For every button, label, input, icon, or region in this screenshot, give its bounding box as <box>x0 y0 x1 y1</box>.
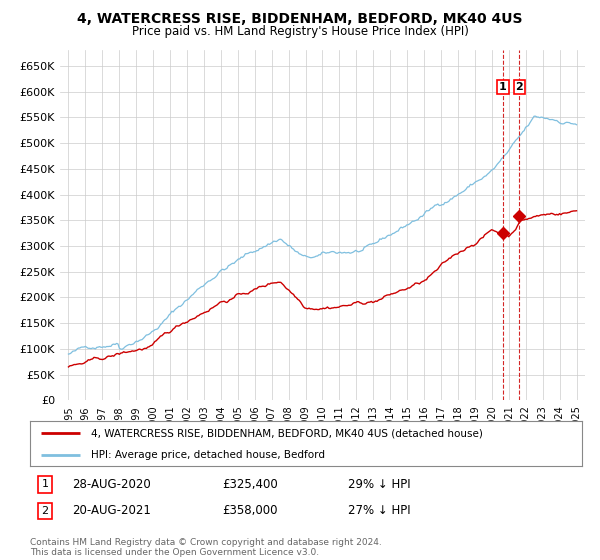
Text: £325,400: £325,400 <box>222 478 278 491</box>
Text: 4, WATERCRESS RISE, BIDDENHAM, BEDFORD, MK40 4US: 4, WATERCRESS RISE, BIDDENHAM, BEDFORD, … <box>77 12 523 26</box>
Text: 2: 2 <box>515 82 523 92</box>
Text: 1: 1 <box>499 82 507 92</box>
Text: 28-AUG-2020: 28-AUG-2020 <box>72 478 151 491</box>
Text: Contains HM Land Registry data © Crown copyright and database right 2024.
This d: Contains HM Land Registry data © Crown c… <box>30 538 382 557</box>
Text: Price paid vs. HM Land Registry's House Price Index (HPI): Price paid vs. HM Land Registry's House … <box>131 25 469 38</box>
Text: 27% ↓ HPI: 27% ↓ HPI <box>348 504 410 517</box>
Text: 4, WATERCRESS RISE, BIDDENHAM, BEDFORD, MK40 4US (detached house): 4, WATERCRESS RISE, BIDDENHAM, BEDFORD, … <box>91 428 482 438</box>
Text: HPI: Average price, detached house, Bedford: HPI: Average price, detached house, Bedf… <box>91 450 325 460</box>
Text: 2: 2 <box>41 506 49 516</box>
Text: 1: 1 <box>41 479 49 489</box>
Text: 20-AUG-2021: 20-AUG-2021 <box>72 504 151 517</box>
Text: £358,000: £358,000 <box>222 504 277 517</box>
Text: 29% ↓ HPI: 29% ↓ HPI <box>348 478 410 491</box>
